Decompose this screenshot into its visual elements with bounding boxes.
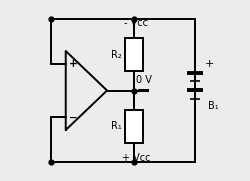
Text: +: + [205,59,214,69]
Text: B₁: B₁ [208,101,218,111]
Text: +: + [68,59,77,69]
Text: −: − [68,112,77,122]
Text: + Vcc: + Vcc [122,153,150,163]
Text: 0 V: 0 V [136,75,152,85]
Bar [138,89,149,92]
Bar [126,38,142,71]
Bar [126,110,142,143]
Text: - Vcc: - Vcc [124,18,148,28]
Text: R₂: R₂ [111,50,122,60]
Text: R₁: R₁ [111,121,122,131]
